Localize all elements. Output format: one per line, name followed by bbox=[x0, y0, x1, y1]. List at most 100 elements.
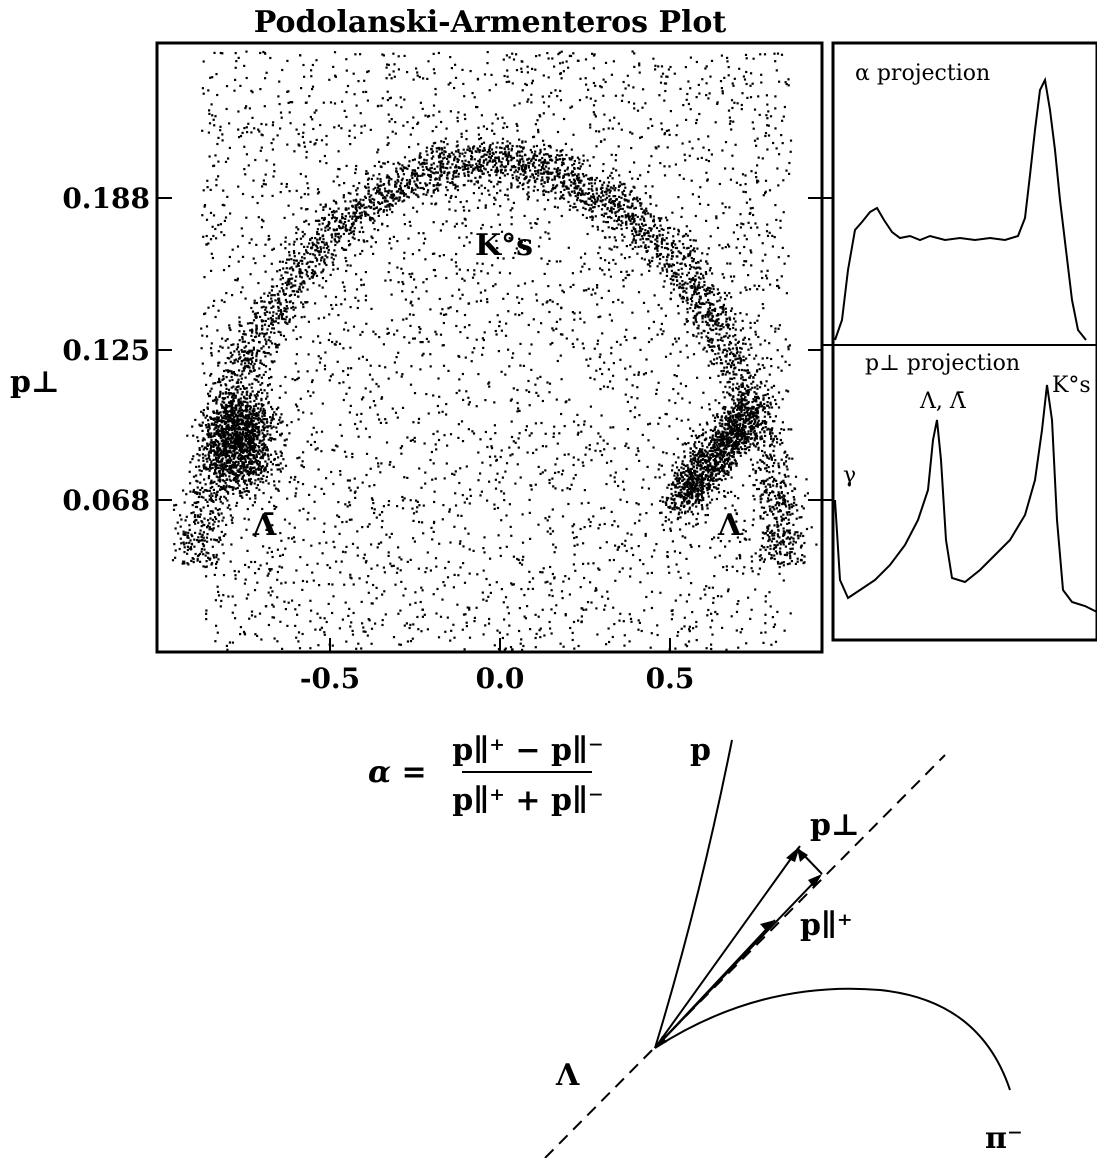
scatter-point bbox=[418, 418, 420, 420]
scatter-point bbox=[467, 533, 469, 535]
scatter-point bbox=[627, 401, 629, 403]
scatter-point bbox=[765, 595, 767, 597]
scatter-point bbox=[412, 314, 414, 316]
scatter-point bbox=[516, 296, 518, 298]
scatter-point bbox=[632, 50, 634, 52]
scatter-point bbox=[599, 388, 601, 390]
scatter-point bbox=[595, 115, 597, 117]
scatter-point bbox=[651, 370, 653, 372]
scatter-point bbox=[767, 497, 769, 499]
scatter-point bbox=[392, 205, 394, 207]
scatter-point bbox=[386, 214, 388, 216]
scatter-point bbox=[263, 374, 265, 376]
scatter-point bbox=[542, 303, 544, 305]
scatter-point bbox=[237, 245, 239, 247]
scatter-point bbox=[763, 507, 765, 509]
scatter-point bbox=[585, 289, 587, 291]
scatter-point bbox=[663, 474, 665, 476]
scatter-point bbox=[775, 641, 777, 643]
scatter-point bbox=[296, 190, 298, 192]
scatter-point bbox=[689, 630, 691, 632]
scatter-point bbox=[337, 361, 339, 363]
scatter-point bbox=[193, 511, 195, 513]
scatter-point bbox=[697, 327, 699, 329]
scatter-point bbox=[359, 203, 361, 205]
scatter-point bbox=[330, 101, 332, 103]
scatter-point bbox=[714, 353, 716, 355]
scatter-point bbox=[277, 549, 279, 551]
scatter-point bbox=[296, 129, 298, 131]
scatter-point bbox=[526, 84, 528, 86]
scatter-point bbox=[548, 57, 550, 59]
scatter-point bbox=[773, 445, 775, 447]
scatter-point bbox=[270, 454, 272, 456]
scatter-point bbox=[647, 310, 649, 312]
scatter-point bbox=[441, 308, 443, 310]
scatter-point bbox=[294, 476, 296, 478]
scatter-point bbox=[608, 262, 610, 264]
scatter-point bbox=[382, 184, 384, 186]
scatter-point bbox=[604, 139, 606, 141]
scatter-point bbox=[516, 160, 518, 162]
scatter-point bbox=[559, 73, 561, 75]
scatter-point bbox=[217, 137, 219, 139]
scatter-point bbox=[720, 296, 722, 298]
scatter-point bbox=[245, 579, 247, 581]
scatter-point bbox=[663, 100, 665, 102]
scatter-point bbox=[532, 588, 534, 590]
scatter-point bbox=[482, 263, 484, 265]
scatter-point bbox=[610, 426, 612, 428]
scatter-point bbox=[517, 463, 519, 465]
scatter-point bbox=[280, 540, 282, 542]
scatter-point bbox=[466, 200, 468, 202]
scatter-point bbox=[529, 404, 531, 406]
scatter-point bbox=[480, 292, 482, 294]
scatter-point bbox=[314, 501, 316, 503]
scatter-point bbox=[231, 522, 233, 524]
scatter-point bbox=[372, 174, 374, 176]
scatter-point bbox=[774, 459, 776, 461]
scatter-point bbox=[295, 362, 297, 364]
scatter-point bbox=[520, 173, 522, 175]
scatter-point bbox=[696, 377, 698, 379]
scatter-point bbox=[386, 67, 388, 69]
scatter-point bbox=[785, 390, 787, 392]
scatter-point bbox=[598, 316, 600, 318]
scatter-point bbox=[341, 561, 343, 563]
scatter-point bbox=[762, 303, 764, 305]
scatter-point bbox=[519, 364, 521, 366]
scatter-point bbox=[619, 571, 621, 573]
scatter-point bbox=[229, 641, 231, 643]
scatter-point bbox=[589, 358, 591, 360]
scatter-point bbox=[601, 454, 603, 456]
scatter-point bbox=[677, 571, 679, 573]
scatter-point bbox=[742, 223, 744, 225]
scatter-point bbox=[473, 273, 475, 275]
scatter-point bbox=[599, 246, 601, 248]
scatter-point bbox=[295, 637, 297, 639]
scatter-point bbox=[244, 564, 246, 566]
scatter-point bbox=[274, 637, 276, 639]
scatter-point bbox=[251, 383, 253, 385]
scatter-point bbox=[511, 216, 513, 218]
scatter-point bbox=[519, 432, 521, 434]
scatter-point bbox=[722, 212, 724, 214]
scatter-point bbox=[787, 492, 789, 494]
scatter-point bbox=[623, 645, 625, 647]
scatter-point bbox=[271, 142, 273, 144]
scatter-point bbox=[593, 104, 595, 106]
scatter-point bbox=[659, 592, 661, 594]
scatter-point bbox=[324, 617, 326, 619]
scatter-point bbox=[749, 213, 751, 215]
scatter-point bbox=[743, 369, 745, 371]
scatter-point bbox=[354, 297, 356, 299]
scatter-point bbox=[351, 453, 353, 455]
scatter-point bbox=[422, 203, 424, 205]
scatter-point bbox=[619, 359, 621, 361]
scatter-point bbox=[280, 455, 282, 457]
scatter-point bbox=[350, 367, 352, 369]
scatter-point bbox=[750, 459, 752, 461]
scatter-point bbox=[601, 269, 603, 271]
scatter-point bbox=[361, 227, 363, 229]
scatter-point bbox=[511, 453, 513, 455]
